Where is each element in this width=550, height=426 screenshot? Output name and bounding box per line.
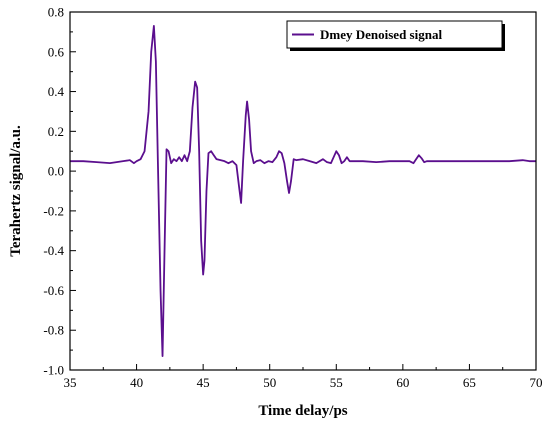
x-tick-label: 40 — [130, 375, 143, 390]
legend-label: Dmey Denoised signal — [320, 27, 442, 42]
ticks-layer: 35 40 45 50 55 60 65 70 -1.0 -0.8 -0.6 -0.4 -0.2 0.0 0… — [43, 5, 542, 391]
y-tick-label: 0.0 — [48, 164, 64, 179]
legend-box — [286, 20, 503, 49]
y-tick-label: -0.4 — [43, 243, 64, 258]
y-tick-label: -1.0 — [43, 363, 64, 378]
x-tick-label: 35 — [64, 375, 77, 390]
x-tick-label: 60 — [396, 375, 409, 390]
y-tick-label: 0.4 — [48, 84, 65, 99]
x-tick-label: 70 — [530, 375, 543, 390]
y-tick-label: 0.8 — [48, 5, 64, 20]
series-line — [70, 25, 536, 357]
x-axis-title: Time delay/ps — [258, 403, 347, 419]
y-tick-label: -0.2 — [43, 203, 64, 218]
y-tick-label: 0.6 — [48, 44, 65, 59]
y-axis-title: Terahertz signal/a.u. — [8, 125, 24, 257]
y-tick-label: -0.8 — [43, 323, 64, 338]
plot-frame — [69, 11, 537, 371]
x-tick-label: 55 — [330, 375, 343, 390]
y-tick-label: 0.2 — [48, 124, 64, 139]
x-tick-label: 50 — [263, 375, 276, 390]
y-tick-label: -0.6 — [43, 283, 64, 298]
plot-layer — [70, 25, 536, 357]
x-tick-label: 65 — [463, 375, 476, 390]
x-tick-label: 45 — [197, 375, 210, 390]
legend: Dmey Denoised signal — [286, 20, 505, 51]
